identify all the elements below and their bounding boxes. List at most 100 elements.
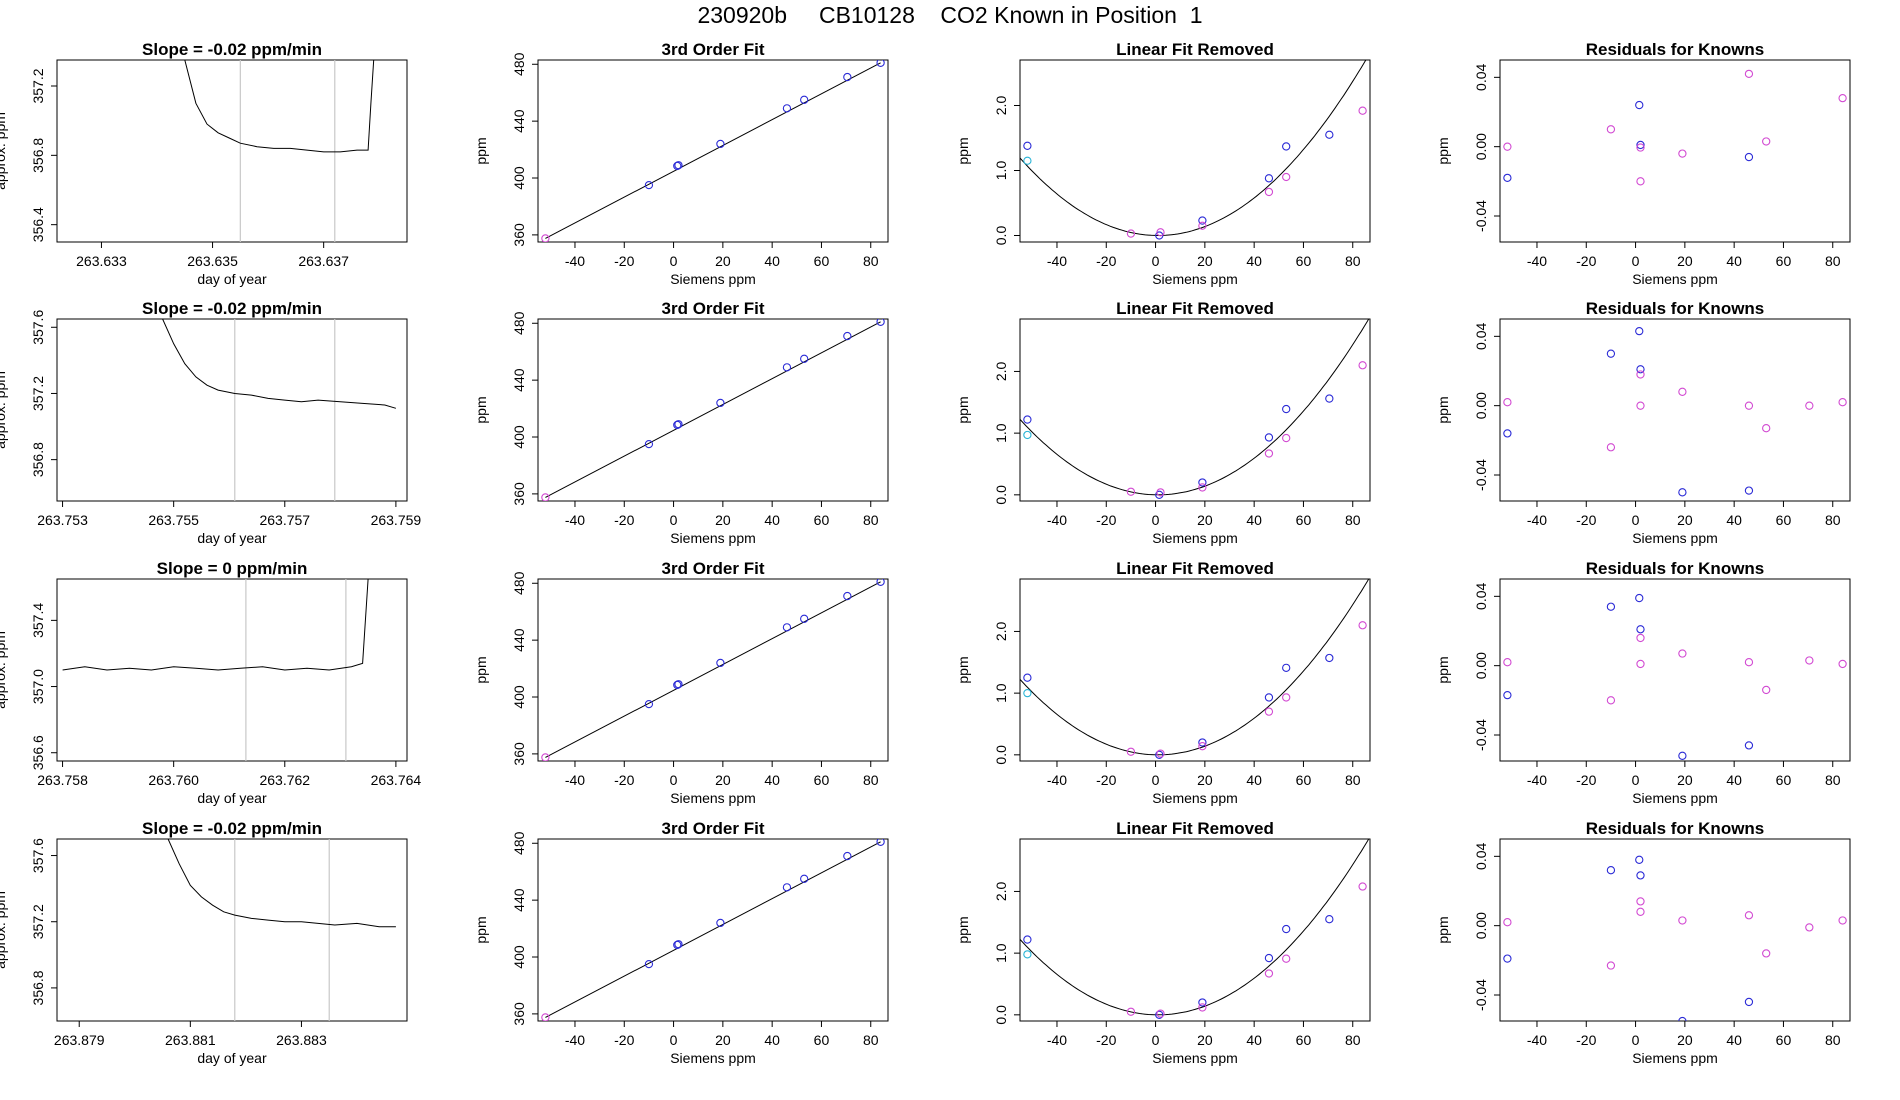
series-line — [62, 579, 369, 671]
data-point — [1636, 365, 1645, 374]
data-point — [1156, 749, 1165, 758]
data-point — [1198, 483, 1207, 492]
y-axis-label: ppm — [1435, 656, 1451, 683]
x-tick-label: 0 — [1632, 253, 1640, 269]
y-tick-label: 360 — [511, 223, 527, 247]
y-axis-label: approx. ppm — [0, 371, 8, 449]
y-axis-label: ppm — [955, 137, 971, 164]
y-tick-label: 1.0 — [993, 943, 1009, 963]
data-point — [644, 699, 654, 709]
x-axis-label: Siemens ppm — [1152, 530, 1238, 546]
data-point — [644, 439, 654, 449]
y-tick-label: 356.6 — [30, 735, 46, 770]
plot-frame — [56, 318, 408, 502]
chart-title: 3rd Order Fit — [662, 559, 765, 578]
x-tick-label: 80 — [1825, 772, 1841, 788]
plot-area — [1020, 319, 1370, 499]
data-point — [716, 658, 725, 668]
data-point — [1678, 387, 1687, 396]
data-point — [843, 331, 852, 341]
data-point — [1744, 152, 1754, 162]
data-point — [1325, 653, 1334, 663]
chart-panel: Residuals for Knowns Siemens ppm ppm -40 -20… — [1435, 819, 1851, 1066]
y-tick-label: 400 — [511, 685, 527, 709]
data-point — [673, 420, 682, 430]
y-axis-label: ppm — [955, 916, 971, 943]
data-point — [1744, 486, 1754, 495]
x-tick-label: -20 — [1096, 253, 1116, 269]
data-point — [1678, 1016, 1687, 1021]
data-point — [1503, 142, 1512, 151]
chart-panel: Residuals for Knowns Siemens ppm ppm -40 -20… — [1435, 299, 1851, 546]
y-axis-label: ppm — [473, 656, 489, 683]
plot-area — [541, 579, 885, 761]
x-tick-label: 20 — [1197, 512, 1213, 528]
y-tick-label: 0.0 — [993, 745, 1009, 765]
data-point — [1264, 449, 1274, 458]
x-tick-label: 0 — [670, 253, 678, 269]
plot-area — [1503, 326, 1847, 497]
chart-title: Residuals for Knowns — [1586, 559, 1765, 578]
chart-panel: Residuals for Knowns Siemens ppm ppm -40 -20… — [1435, 559, 1851, 806]
x-tick-label: 80 — [1825, 512, 1841, 528]
y-axis-label: ppm — [955, 396, 971, 423]
data-point — [1282, 954, 1291, 963]
y-tick-label: 357.6 — [30, 838, 46, 873]
x-tick-label: 80 — [1825, 253, 1841, 269]
x-tick-label: -40 — [1527, 253, 1547, 269]
x-tick-label: 263.762 — [259, 772, 310, 788]
data-point — [1156, 1009, 1165, 1018]
y-tick-label: 0.0 — [993, 1005, 1009, 1025]
data-point — [1023, 673, 1032, 682]
data-point — [1023, 415, 1032, 424]
x-tick-label: 80 — [1345, 772, 1361, 788]
data-point — [1805, 656, 1814, 665]
plot-frame — [56, 838, 408, 1022]
y-axis-label: ppm — [1435, 137, 1451, 164]
y-tick-label: 440 — [511, 888, 527, 912]
x-tick-label: 80 — [863, 253, 879, 269]
x-tick-label: 20 — [715, 1032, 731, 1048]
x-tick-label: 40 — [764, 512, 780, 528]
data-point — [1678, 649, 1687, 658]
data-point — [673, 940, 682, 950]
x-tick-label: -40 — [565, 253, 585, 269]
y-tick-label: 480 — [511, 52, 527, 76]
data-point — [1198, 998, 1207, 1007]
data-point — [1155, 750, 1164, 759]
x-tick-label: -20 — [614, 772, 634, 788]
x-tick-label: 263.881 — [165, 1032, 216, 1048]
plot-frame — [1019, 59, 1371, 243]
data-point — [716, 139, 725, 149]
data-point — [843, 72, 852, 82]
x-tick-label: 263.637 — [298, 253, 349, 269]
data-point — [1805, 923, 1814, 932]
x-tick-label: 0 — [1632, 772, 1640, 788]
y-tick-label: 357.4 — [30, 603, 46, 638]
x-tick-label: 263.758 — [37, 772, 88, 788]
data-point — [1678, 488, 1687, 497]
data-point — [1503, 398, 1512, 407]
data-point — [1282, 172, 1291, 182]
x-tick-label: -40 — [1047, 253, 1067, 269]
data-point — [1264, 693, 1274, 702]
x-tick-label: 80 — [1345, 1032, 1361, 1048]
y-axis-label: ppm — [473, 396, 489, 423]
data-point — [1023, 950, 1032, 959]
data-point — [1762, 949, 1771, 958]
data-point — [843, 591, 852, 601]
data-point — [1838, 398, 1847, 407]
y-tick-label: 2.0 — [993, 881, 1009, 901]
x-axis-label: day of year — [197, 530, 267, 546]
plot-frame — [1019, 578, 1371, 762]
chart-title: Slope = -0.02 ppm/min — [142, 40, 322, 59]
data-point — [1503, 918, 1512, 927]
data-point — [1503, 954, 1512, 963]
data-point — [1126, 229, 1136, 238]
data-point — [1636, 871, 1645, 880]
data-point — [1635, 100, 1644, 110]
x-tick-label: 60 — [1296, 512, 1312, 528]
x-tick-label: 80 — [863, 772, 879, 788]
y-tick-label: 0.04 — [1473, 842, 1489, 869]
plot-area — [62, 579, 369, 761]
